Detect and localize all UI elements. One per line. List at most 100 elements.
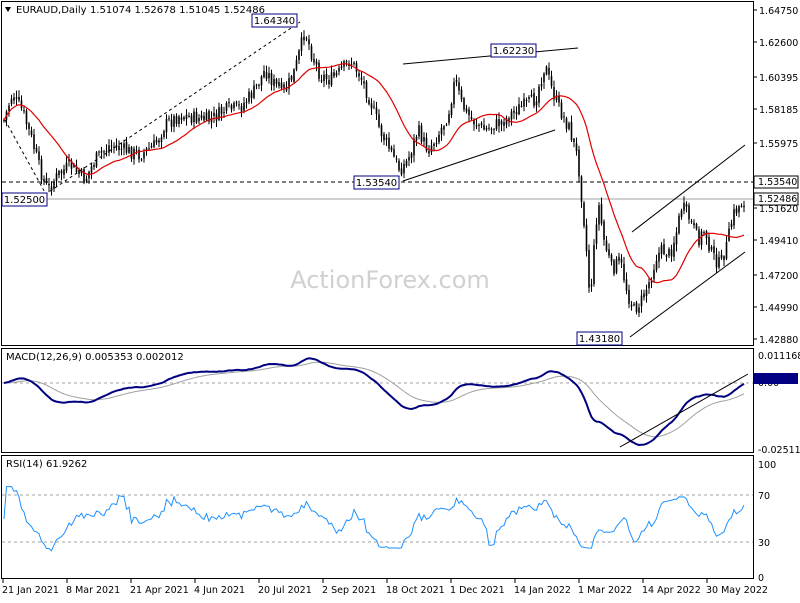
candle-body xyxy=(413,138,415,156)
candle-body xyxy=(130,147,133,159)
macd-axis-bottom: -0.025117 xyxy=(758,445,800,456)
candle-body xyxy=(73,164,75,167)
candle-body xyxy=(223,112,225,113)
candle-body xyxy=(228,102,230,104)
macd-value-tag xyxy=(754,373,798,384)
candle-body xyxy=(575,143,578,152)
price-tick-label: 1.51620 xyxy=(759,204,798,215)
candle-body xyxy=(313,59,315,63)
candle-body xyxy=(295,60,298,70)
candle-body xyxy=(533,93,535,106)
candle-body xyxy=(190,115,193,123)
candle-body xyxy=(298,50,300,60)
candle-body xyxy=(305,38,308,40)
candle-body xyxy=(128,147,130,153)
candle-body xyxy=(263,71,265,77)
candle-body xyxy=(473,119,475,125)
candle-body xyxy=(368,99,370,105)
candle-body xyxy=(265,72,268,79)
rsi-axis-30: 30 xyxy=(758,538,770,549)
candle-body xyxy=(558,95,560,103)
candle-body xyxy=(220,106,223,115)
candle-body xyxy=(530,94,533,97)
moving-average-line xyxy=(3,63,745,284)
candle-body xyxy=(535,101,538,106)
candle-body xyxy=(545,66,548,75)
svg-text:1.62230: 1.62230 xyxy=(493,46,534,57)
candle-body xyxy=(550,76,553,87)
candle-body xyxy=(68,159,70,162)
candle-body xyxy=(598,205,600,225)
candle-body xyxy=(25,110,28,125)
candle-body xyxy=(743,205,745,208)
candle-body xyxy=(258,84,260,86)
candle-body xyxy=(40,159,43,181)
candle-body xyxy=(578,149,580,177)
candle-body xyxy=(478,124,480,126)
candle-body xyxy=(630,304,633,307)
candle-body xyxy=(18,97,20,101)
candle-body xyxy=(620,258,623,263)
time-tick-label: 1 Mar 2022 xyxy=(578,585,632,596)
candle-body xyxy=(660,245,663,254)
candle-body xyxy=(375,107,378,115)
candle-body xyxy=(160,137,163,142)
annotation-wedge-top: 1.62230 xyxy=(490,43,537,58)
candle-body xyxy=(120,148,123,150)
candle-body xyxy=(70,160,73,169)
candle-body xyxy=(210,118,213,123)
time-tick-label: 14 Jan 2022 xyxy=(514,585,571,596)
candle-body xyxy=(110,145,113,147)
svg-text:1.43180: 1.43180 xyxy=(579,334,620,345)
candle-body xyxy=(625,279,628,291)
time-tick-label: 8 Mar 2021 xyxy=(66,585,120,596)
rsi-label: RSI(14) 61.9262 xyxy=(6,459,87,470)
candle-body xyxy=(330,72,333,86)
candle-body xyxy=(135,150,138,152)
candle-body xyxy=(33,134,35,149)
candle-body xyxy=(315,61,318,65)
price-panel xyxy=(1,1,754,346)
candle-body xyxy=(260,76,263,86)
candle-body xyxy=(45,178,48,183)
candle-body xyxy=(170,119,173,127)
candle-body xyxy=(183,117,185,120)
candle-body xyxy=(718,257,720,268)
candle-body xyxy=(690,221,693,223)
candle-body xyxy=(733,209,735,226)
symbol-label: EURAUD,Daily xyxy=(16,5,87,16)
candle-body xyxy=(703,232,705,234)
candle-body xyxy=(723,256,725,261)
rsi-axis-100: 100 xyxy=(758,460,776,471)
candle-body xyxy=(653,269,655,280)
macd-axis-top: 0.011168 xyxy=(758,351,800,362)
price-tick-label: 1.55975 xyxy=(759,139,798,150)
candle-body xyxy=(13,97,15,101)
candle-body xyxy=(693,222,695,226)
candle-body xyxy=(710,247,713,250)
candle-body xyxy=(63,169,65,175)
candle-body xyxy=(250,92,253,99)
candle-body xyxy=(48,184,50,186)
candle-body xyxy=(700,231,703,245)
candle-body xyxy=(378,114,380,127)
candle-body xyxy=(240,106,243,112)
candle-body xyxy=(405,160,408,166)
candle-body xyxy=(520,105,523,107)
time-tick-label: 21 Jan 2021 xyxy=(2,585,59,596)
candle-body xyxy=(345,61,348,63)
candle-body xyxy=(638,307,640,313)
candle-body xyxy=(278,82,280,87)
svg-text:1.52500: 1.52500 xyxy=(4,195,45,206)
candle-body xyxy=(338,67,340,72)
candle-body xyxy=(225,103,228,111)
candle-body xyxy=(428,150,430,154)
annotation-high: 1.64340 xyxy=(251,13,298,28)
candle-body xyxy=(658,252,660,262)
candle-body xyxy=(188,116,190,117)
candle-body xyxy=(155,139,158,143)
candle-body xyxy=(675,232,678,245)
price-candles xyxy=(3,30,745,317)
candle-body xyxy=(360,77,363,80)
